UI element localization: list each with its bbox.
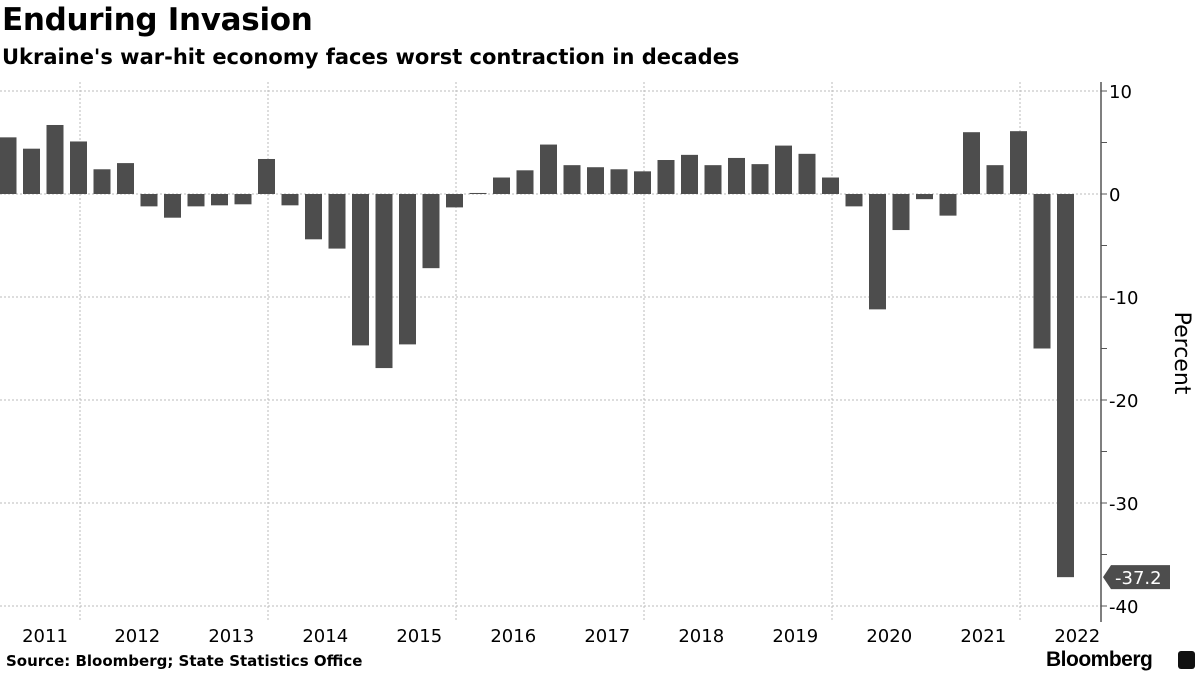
bar-2019-q4	[822, 177, 839, 194]
bar-2018-q2	[681, 154, 698, 194]
bar-2015-q4	[446, 194, 463, 208]
x-axis-labels: 2011 2012 2013 2014 2015 2016 2017 2018 2019 2020…	[22, 626, 1100, 647]
bar-2012-q3	[140, 194, 158, 207]
bar-2022-q1	[1033, 194, 1051, 349]
y-axis: 10 0 -10 -20 -30 -40 -37.2	[1100, 82, 1170, 622]
bar-2012-q2	[117, 163, 134, 194]
bar-2016-q4	[540, 144, 557, 194]
bar-2011-q2	[23, 148, 40, 194]
bar-2012-q1	[93, 169, 111, 194]
bar-2020-q2	[869, 194, 886, 310]
bar-2013-q4	[258, 158, 275, 194]
bar-2012-q4	[164, 194, 181, 218]
bar-2013-q2	[211, 194, 228, 206]
value-callout-label: -37.2	[1115, 568, 1162, 589]
bar-2014-q1	[281, 194, 299, 206]
y-tick-label: -40	[1109, 597, 1138, 618]
x-tick-label: 2012	[114, 626, 160, 647]
bar-2011-q4	[70, 141, 87, 194]
bar-2013-q3	[234, 194, 252, 205]
bar-2021-q4	[1010, 131, 1027, 194]
bar-2017-q1	[563, 165, 581, 194]
chart-subtitle: Ukraine's war-hit economy faces worst co…	[2, 45, 740, 69]
bar-2018-q1	[657, 160, 675, 194]
bar-2014-q4	[352, 194, 369, 346]
bar-2021-q1	[939, 194, 957, 216]
y-axis-label: Percent	[1169, 312, 1194, 395]
bar-2020-q3	[892, 194, 910, 231]
bar-2013-q1	[187, 194, 205, 207]
x-tick-label: 2011	[22, 626, 68, 647]
bar-2018-q4	[728, 157, 745, 194]
bar-2016-q2	[493, 177, 510, 194]
bar-2015-q2	[399, 194, 416, 345]
value-callout	[1103, 565, 1170, 590]
bar-2021-q2	[963, 132, 980, 194]
bars	[0, 124, 1074, 578]
source-note: Source: Bloomberg; State Statistics Offi…	[6, 652, 363, 670]
bar-2019-q3	[798, 153, 816, 194]
bar-2011-q3	[46, 124, 64, 194]
bar-2014-q2	[305, 194, 322, 240]
bar-2017-q2	[587, 167, 604, 194]
x-tick-label: 2014	[302, 626, 348, 647]
bar-2015-q1	[375, 194, 393, 369]
bloomberg-chart-icon	[1178, 651, 1195, 669]
bar-2016-q3	[516, 170, 534, 194]
y-tick-label: -20	[1109, 391, 1138, 412]
bloomberg-logo: Bloomberg	[1046, 648, 1153, 671]
bar-2019-q2	[775, 145, 792, 194]
bar-2015-q3	[422, 194, 440, 269]
bar-2017-q4	[634, 171, 651, 194]
x-tick-label: 2021	[960, 626, 1006, 647]
x-tick-label: 2018	[678, 626, 724, 647]
y-tick-label: -30	[1109, 494, 1138, 515]
x-tick-label: 2013	[208, 626, 254, 647]
bar-2011-q1	[0, 137, 17, 194]
bar-2019-q1	[751, 164, 769, 194]
bar-2022-q2	[1057, 194, 1074, 578]
bar-2016-q1	[469, 192, 487, 194]
x-tick-label: 2019	[772, 626, 818, 647]
y-tick-label: 0	[1109, 185, 1120, 206]
x-tick-label: 2020	[866, 626, 912, 647]
x-tick-label: 2022	[1054, 626, 1100, 647]
bar-2021-q3	[986, 165, 1004, 194]
x-tick-label: 2015	[396, 626, 442, 647]
x-tick-label: 2017	[584, 626, 630, 647]
y-tick-label: -10	[1109, 288, 1138, 309]
chart-title: Enduring Invasion	[2, 2, 313, 38]
bar-2017-q3	[610, 169, 628, 194]
bar-2018-q3	[704, 165, 722, 194]
x-tick-label: 2016	[490, 626, 536, 647]
y-tick-label: 10	[1109, 82, 1132, 103]
bar-2014-q3	[328, 194, 346, 249]
bar-2020-q4	[916, 194, 933, 200]
bar-2020-q1	[845, 194, 863, 207]
